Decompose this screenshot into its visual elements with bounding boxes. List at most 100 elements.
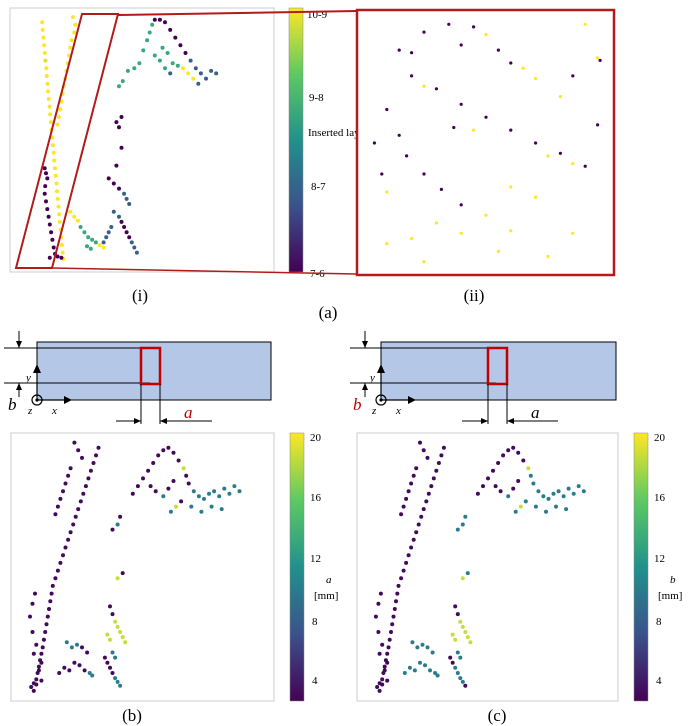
panel-a-i-point xyxy=(50,237,55,242)
panel-b-point xyxy=(87,671,92,675)
panel-c-point xyxy=(415,645,420,650)
panel-a-ii-point xyxy=(472,128,476,132)
panel-a-i-point xyxy=(168,71,173,76)
panel-c-point xyxy=(409,481,414,486)
panel-b-point xyxy=(108,637,112,642)
panel-a-i-point xyxy=(163,20,167,25)
panel-a-i-point xyxy=(191,76,196,81)
panel-a-ii-point xyxy=(598,58,602,63)
colorbar-b-tick: 4 xyxy=(312,675,318,687)
panel-a-i-point xyxy=(117,84,121,89)
panel-a-i-point xyxy=(68,45,73,50)
panel-c-point xyxy=(409,545,414,550)
panel-b-point xyxy=(184,473,189,478)
panel-a-ii-point xyxy=(558,95,563,99)
panel-a-ii-point xyxy=(410,51,414,55)
panel-b-point xyxy=(88,468,93,473)
panel-c-point xyxy=(453,604,458,609)
panel-c-point xyxy=(380,682,385,687)
panel-c-point xyxy=(391,614,396,619)
panel-a-i-point xyxy=(106,230,111,235)
panel-b-point xyxy=(237,489,242,494)
colorbar-c-tick: 16 xyxy=(654,492,666,504)
panel-c-point xyxy=(399,512,404,517)
panel-b-point xyxy=(45,614,50,619)
panel-b-point xyxy=(55,504,60,509)
panel-b-point xyxy=(72,440,77,445)
panel-a-ii-point xyxy=(496,48,500,52)
panel-b-point xyxy=(161,448,166,453)
panel-a-i-point xyxy=(48,120,53,125)
colorbar-c-tick: 4 xyxy=(656,675,662,687)
panel-a-ii-point xyxy=(410,74,414,78)
panel-c-point xyxy=(533,504,538,509)
label-b: (b) xyxy=(122,706,142,725)
panel-c-point xyxy=(458,676,463,681)
panel-a-ii-point xyxy=(447,22,451,26)
panel-c-point xyxy=(376,601,381,606)
panel-b-point xyxy=(148,484,153,489)
panel-b-point xyxy=(28,614,32,619)
panel-a-ii-point xyxy=(397,48,401,52)
panel-b-point xyxy=(29,685,34,689)
panel-a-ii-points xyxy=(372,22,602,264)
panel-c-point xyxy=(458,655,463,660)
panel-a-i-point xyxy=(42,191,47,196)
panel-c-point xyxy=(554,504,558,509)
panel-a-i-point xyxy=(53,173,58,178)
panel-c-point xyxy=(373,614,378,619)
colorbar-c-tick: 20 xyxy=(654,432,666,444)
panel-a-i-point xyxy=(127,235,132,240)
panel-b-point xyxy=(39,651,44,656)
panel-b-point xyxy=(227,491,232,496)
panel-a-i-point xyxy=(47,222,52,227)
colorbar-a-tick: 9-8 xyxy=(309,92,324,104)
label-ii: (ii) xyxy=(464,286,485,305)
panel-c-frame xyxy=(356,432,619,702)
panel-b-point xyxy=(94,453,98,458)
panel-a-i-point xyxy=(51,245,56,250)
panel-a-ii-point xyxy=(484,33,488,37)
panel-a-i-point xyxy=(117,186,121,191)
panel-a-i-point xyxy=(129,240,134,245)
panel-b-point xyxy=(108,665,112,670)
panel-b-point xyxy=(110,650,115,655)
panel-c-point xyxy=(385,678,390,683)
panel-c-point xyxy=(536,489,541,494)
panel-a-i-point xyxy=(119,219,124,224)
panel-c-point xyxy=(523,499,528,504)
colorbar-c-bar xyxy=(633,432,649,702)
panel-b-point xyxy=(62,665,67,670)
panel-c-point xyxy=(414,530,419,535)
panel-b-point xyxy=(146,468,151,473)
panel-b-point xyxy=(207,491,211,496)
panel-a-ii-point xyxy=(397,133,401,137)
panel-a-ii-point xyxy=(422,260,426,264)
panel-c-point xyxy=(541,494,546,499)
panel-b-point xyxy=(110,527,115,532)
panel-c-point xyxy=(387,637,392,642)
panel-b-point xyxy=(63,481,68,486)
panel-c-point xyxy=(376,630,381,634)
schematic-c-y: y xyxy=(369,372,375,384)
panel-c-point xyxy=(486,476,490,481)
panel-c-point xyxy=(566,486,571,491)
panel-a-i-point xyxy=(60,250,65,255)
panel-b-point xyxy=(34,677,39,682)
panel-a-ii-point xyxy=(405,154,409,158)
panel-c-point xyxy=(431,476,436,481)
panel-c-point xyxy=(421,448,426,453)
panel-a-ii-point xyxy=(534,141,538,145)
panel-b-point xyxy=(57,671,62,675)
panel-c-point xyxy=(418,440,422,445)
colorbar-c-unit: [mm] xyxy=(658,590,682,602)
panel-a-i-point xyxy=(160,45,165,50)
panel-a-i-point xyxy=(104,235,109,240)
schematic-c-z: z xyxy=(371,405,377,417)
colorbar-a-label: Inserted layer xyxy=(308,127,368,139)
panel-c-point xyxy=(458,619,463,624)
panel-b-point xyxy=(108,604,112,609)
panel-c-point xyxy=(453,637,458,642)
panel-a-i-point xyxy=(42,43,47,48)
panel-a-ii-point xyxy=(583,164,587,168)
